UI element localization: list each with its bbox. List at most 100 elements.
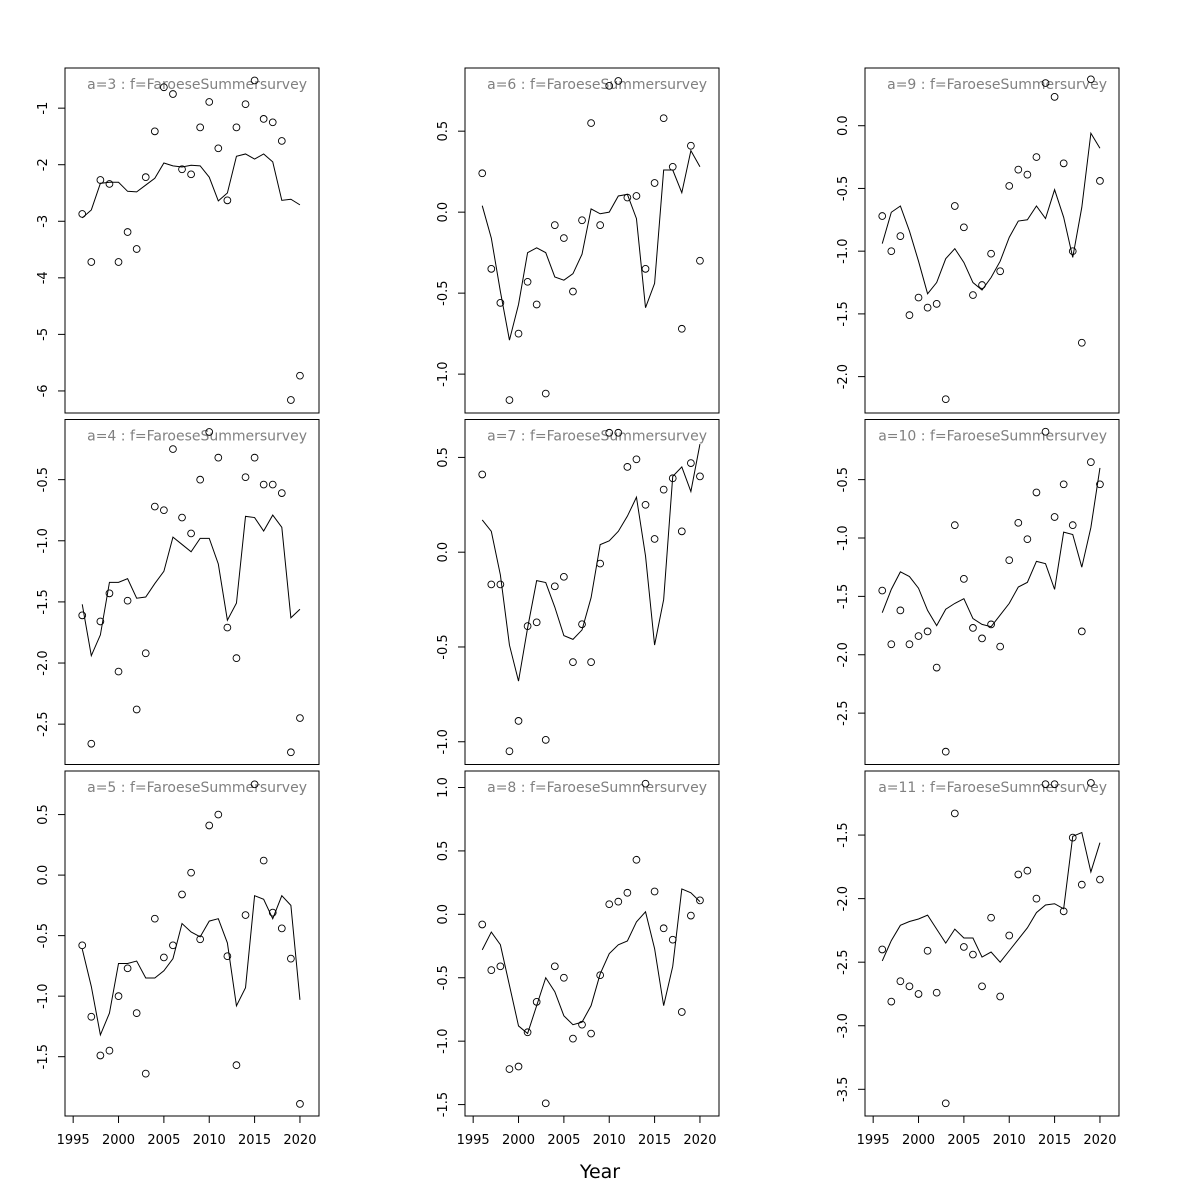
y-tick-label: -0.5: [436, 965, 451, 990]
data-point: [641, 779, 650, 788]
data-point: [1041, 79, 1050, 87]
y-tick-label: -2.0: [36, 650, 51, 675]
data-point: [478, 169, 487, 178]
y-tick-label: -1.0: [36, 983, 51, 1008]
data-point: [496, 580, 505, 589]
data-point: [1050, 93, 1059, 101]
data-point: [296, 371, 304, 380]
data-point: [641, 500, 650, 509]
data-point: [668, 162, 677, 171]
data-point: [896, 232, 905, 240]
data-point: [541, 1099, 550, 1108]
data-point: [1077, 338, 1086, 347]
data-point: [914, 632, 923, 640]
data-point: [932, 300, 941, 308]
data-point: [587, 658, 595, 666]
data-point: [1096, 480, 1104, 489]
y-tick-label: -5: [36, 328, 51, 341]
data-point: [123, 964, 132, 973]
data-point: [187, 170, 195, 179]
data-point: [941, 1099, 950, 1108]
data-point: [650, 179, 659, 187]
x-tick-label: 2005: [547, 1133, 580, 1148]
data-point: [659, 114, 668, 123]
data-point: [132, 1009, 141, 1017]
data-point: [605, 81, 614, 90]
x-tick-label: 2000: [502, 1133, 535, 1148]
data-point: [241, 911, 250, 919]
x-tick-label: 1995: [57, 1133, 90, 1148]
x-tick-label: 2010: [993, 1133, 1026, 1148]
data-point: [196, 123, 205, 132]
data-point: [178, 165, 186, 174]
data-point: [1023, 535, 1032, 544]
plot-frame: [864, 770, 1120, 1117]
data-point: [1014, 165, 1023, 174]
fitted-line: [81, 514, 301, 658]
data-point: [78, 941, 87, 950]
data-point: [1032, 153, 1041, 161]
data-point: [160, 83, 168, 92]
panel: a=6 : f=FaroeseSummersurvey -1.0 -0.5 0.0 0.…: [436, 67, 720, 414]
y-tick-label: -0.5: [436, 280, 451, 305]
data-point: [614, 77, 623, 85]
panel: a=3 : f=FaroeseSummersurvey -6 -5 -4 -3 -2 -1: [36, 67, 320, 414]
data-point: [514, 329, 523, 338]
data-point: [560, 234, 568, 242]
y-tick-label: -2: [36, 158, 51, 171]
data-point: [141, 1069, 150, 1078]
data-point: [541, 736, 550, 744]
data-point: [1087, 75, 1095, 84]
data-point: [578, 620, 586, 629]
data-point: [614, 428, 623, 437]
data-point: [160, 953, 168, 962]
y-tick-label: 0.5: [436, 121, 451, 142]
panel: a=11 : f=FaroeseSummersurvey -3.5 -3.0 -2.5…: [836, 770, 1120, 1148]
x-tick-label: 2000: [102, 1133, 135, 1148]
data-point: [550, 582, 559, 591]
panel: a=5 : f=FaroeseSummersurvey -1.5 -1.0 -0.5 0…: [36, 770, 320, 1148]
panel-title: a=11 : f=FaroeseSummersurvey: [878, 780, 1107, 796]
y-tick-label: 0.0: [436, 542, 451, 563]
data-point: [987, 620, 995, 629]
data-point: [1023, 866, 1032, 875]
data-point: [250, 76, 259, 85]
x-tick-label: 2015: [638, 1133, 671, 1148]
data-point: [1041, 427, 1050, 436]
panel: a=8 : f=FaroeseSummersurvey -1.5 -1.0 -0.5 0…: [436, 770, 720, 1148]
data-point: [923, 303, 932, 312]
data-point: [687, 459, 695, 467]
data-point: [96, 176, 105, 184]
data-point: [960, 943, 968, 951]
data-point: [259, 480, 268, 489]
data-point: [1077, 880, 1086, 889]
y-tick-label: -1.5: [436, 1092, 451, 1117]
y-tick-label: -0.5: [436, 634, 451, 659]
data-point: [296, 1100, 304, 1108]
y-tick-label: -1.0: [836, 525, 851, 550]
data-point: [141, 649, 150, 658]
data-point: [605, 900, 614, 909]
data-point: [505, 1065, 514, 1073]
data-point: [905, 640, 914, 649]
data-point: [569, 1034, 577, 1043]
data-point: [532, 618, 541, 627]
data-point: [887, 247, 896, 256]
data-point: [941, 747, 950, 756]
y-tick-label: 0.0: [436, 202, 451, 223]
data-point: [623, 888, 632, 897]
data-point: [1068, 247, 1077, 256]
data-point: [587, 119, 595, 127]
data-point: [950, 521, 959, 530]
panel-title: a=4 : f=FaroeseSummersurvey: [87, 429, 307, 445]
data-point: [123, 596, 132, 605]
data-point: [887, 997, 896, 1006]
data-point: [96, 1051, 105, 1060]
data-point: [969, 291, 977, 299]
panel-title: a=5 : f=FaroeseSummersurvey: [87, 780, 307, 796]
data-point: [578, 216, 586, 225]
fitted-line: [81, 894, 301, 1037]
plot-frame: [464, 67, 720, 414]
data-point: [896, 977, 905, 986]
x-tick-label: 2015: [1038, 1133, 1071, 1148]
